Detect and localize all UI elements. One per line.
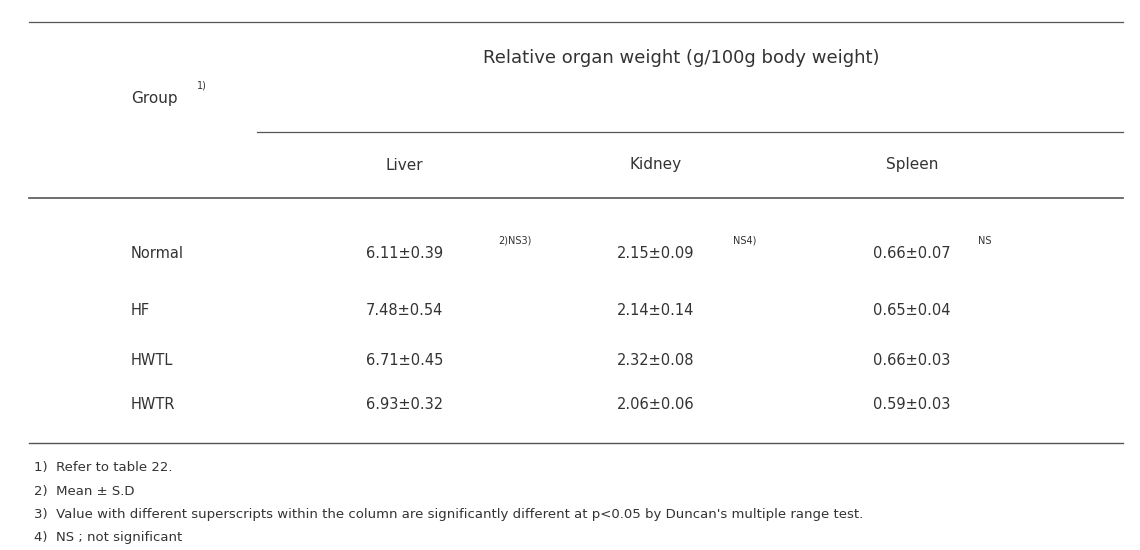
Text: Kidney: Kidney	[629, 157, 682, 173]
Text: 3)  Value with different superscripts within the column are significantly differ: 3) Value with different superscripts wit…	[34, 508, 863, 521]
Text: HF: HF	[131, 303, 150, 318]
Text: NS4): NS4)	[733, 236, 757, 246]
Text: Normal: Normal	[131, 245, 184, 261]
Text: 0.65±0.04: 0.65±0.04	[873, 303, 951, 318]
Text: 2)NS3): 2)NS3)	[498, 236, 531, 246]
Text: 4)  NS ; not significant: 4) NS ; not significant	[34, 531, 182, 544]
Text: 7.48±0.54: 7.48±0.54	[366, 303, 443, 318]
Text: 1)  Refer to table 22.: 1) Refer to table 22.	[34, 461, 172, 474]
Text: 2.15±0.09: 2.15±0.09	[617, 245, 694, 261]
Text: NS: NS	[978, 236, 992, 246]
Text: 0.66±0.03: 0.66±0.03	[873, 353, 951, 368]
Text: 2.14±0.14: 2.14±0.14	[617, 303, 694, 318]
Text: 2.06±0.06: 2.06±0.06	[617, 397, 694, 412]
Text: 0.59±0.03: 0.59±0.03	[873, 397, 951, 412]
Text: HWTR: HWTR	[131, 397, 176, 412]
Text: Liver: Liver	[385, 157, 424, 173]
Text: 6.11±0.39: 6.11±0.39	[366, 245, 443, 261]
Text: Group: Group	[131, 91, 178, 107]
Text: Relative organ weight (g/100g body weight): Relative organ weight (g/100g body weigh…	[483, 49, 879, 67]
Text: Spleen: Spleen	[886, 157, 938, 173]
Text: 6.93±0.32: 6.93±0.32	[366, 397, 443, 412]
Text: 1): 1)	[197, 80, 207, 90]
Text: 2.32±0.08: 2.32±0.08	[617, 353, 694, 368]
Text: 6.71±0.45: 6.71±0.45	[366, 353, 443, 368]
Text: 0.66±0.07: 0.66±0.07	[873, 245, 951, 261]
Text: 2)  Mean ± S.D: 2) Mean ± S.D	[34, 485, 135, 498]
Text: HWTL: HWTL	[131, 353, 173, 368]
